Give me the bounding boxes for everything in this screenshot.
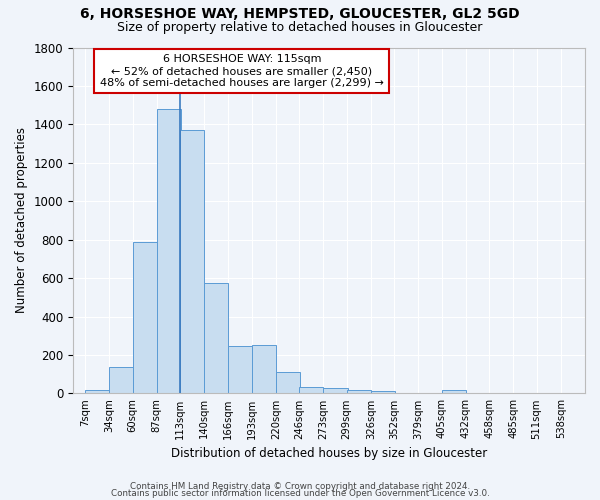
Text: 6 HORSESHOE WAY: 115sqm
← 52% of detached houses are smaller (2,450)
48% of semi: 6 HORSESHOE WAY: 115sqm ← 52% of detache… [100, 54, 384, 88]
Bar [180, 130, 204, 394]
Bar [227, 346, 252, 394]
Bar [133, 242, 157, 394]
Bar [299, 386, 323, 394]
Text: 6, HORSESHOE WAY, HEMPSTED, GLOUCESTER, GL2 5GD: 6, HORSESHOE WAY, HEMPSTED, GLOUCESTER, … [80, 8, 520, 22]
Text: Contains HM Land Registry data © Crown copyright and database right 2024.: Contains HM Land Registry data © Crown c… [130, 482, 470, 491]
Bar [347, 390, 371, 394]
Bar [85, 390, 109, 394]
Bar [157, 109, 181, 394]
Text: Size of property relative to detached houses in Gloucester: Size of property relative to detached ho… [118, 21, 482, 34]
X-axis label: Distribution of detached houses by size in Gloucester: Distribution of detached houses by size … [171, 447, 487, 460]
Bar [323, 388, 347, 394]
Bar [109, 368, 133, 394]
Bar [442, 390, 466, 394]
Text: Contains public sector information licensed under the Open Government Licence v3: Contains public sector information licen… [110, 490, 490, 498]
Bar [252, 346, 276, 394]
Bar [276, 372, 300, 394]
Bar [204, 283, 229, 394]
Bar [371, 390, 395, 394]
Y-axis label: Number of detached properties: Number of detached properties [15, 128, 28, 314]
